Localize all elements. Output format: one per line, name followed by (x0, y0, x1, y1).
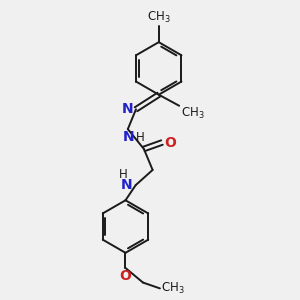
Text: $\mathregular{CH_3}$: $\mathregular{CH_3}$ (161, 281, 185, 296)
Text: N: N (121, 178, 133, 192)
Text: O: O (120, 269, 131, 283)
Text: N: N (123, 130, 135, 144)
Text: $\mathregular{CH_3}$: $\mathregular{CH_3}$ (147, 10, 171, 25)
Text: O: O (164, 136, 176, 149)
Text: N: N (122, 102, 133, 116)
Text: H: H (136, 130, 145, 144)
Text: $\mathregular{CH_3}$: $\mathregular{CH_3}$ (181, 106, 204, 122)
Text: H: H (119, 168, 128, 181)
